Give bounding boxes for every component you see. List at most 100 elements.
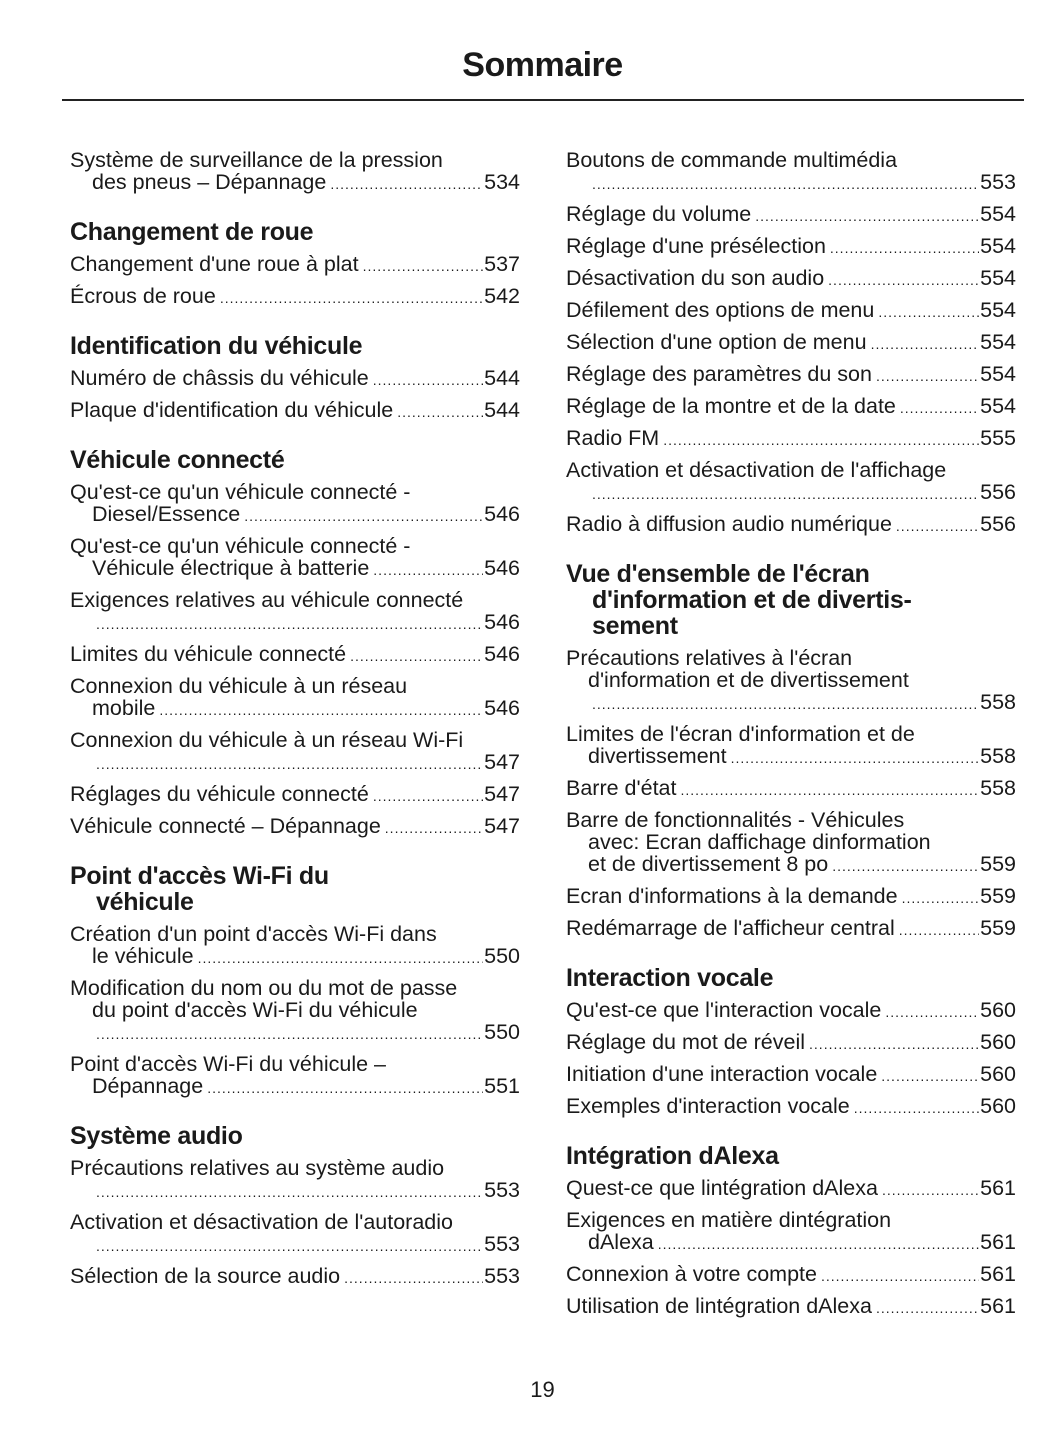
entry-page-number[interactable]: 544 <box>484 398 520 422</box>
toc-entry[interactable]: Numéro de châssis du véhicule 544 <box>70 367 520 391</box>
toc-entry[interactable]: Ecran d'informations à la demande 559 <box>566 885 1016 909</box>
toc-entry[interactable]: Réglage des paramètres du son 554 <box>566 363 1016 387</box>
entry-page-number[interactable]: 561 <box>980 1230 1016 1254</box>
toc-entry[interactable]: Changement d'une roue à plat 537 <box>70 253 520 277</box>
toc-entry[interactable]: Sélection de la source audio 553 <box>70 1265 520 1289</box>
entry-page-number[interactable]: 555 <box>980 426 1016 450</box>
entry-page-number[interactable]: 554 <box>980 394 1016 418</box>
entry-page-number[interactable]: 560 <box>980 1094 1016 1118</box>
entry-page-number[interactable]: 561 <box>980 1176 1016 1200</box>
dot-leader <box>876 1297 979 1319</box>
entry-page-number[interactable]: 550 <box>484 1020 520 1044</box>
entry-page-number[interactable]: 534 <box>484 170 520 194</box>
entry-page-number[interactable]: 554 <box>980 298 1016 322</box>
toc-column-left: Système de surveillance de la pression de… <box>70 149 520 1297</box>
entry-page-number[interactable]: 546 <box>484 502 520 526</box>
toc-entry[interactable]: Connexion à votre compte 561 <box>566 1263 1016 1287</box>
entry-page-number[interactable]: 554 <box>980 202 1016 226</box>
entry-page-number[interactable]: 553 <box>980 170 1016 194</box>
section-heading-line: Changement de roue <box>70 218 314 246</box>
entry-page-number[interactable]: 554 <box>980 234 1016 258</box>
toc-entry[interactable]: Réglage du volume 554 <box>566 203 1016 227</box>
entry-last-line: Réglage du volume 554 <box>566 203 1016 227</box>
entry-last-line: Réglages du véhicule connecté 547 <box>70 783 520 807</box>
toc-entry[interactable]: Modification du nom ou du mot de passe du… <box>70 977 520 1045</box>
toc-entry[interactable]: Défilement des options de menu 554 <box>566 299 1016 323</box>
entry-page-number[interactable]: 551 <box>484 1074 520 1098</box>
toc-entry[interactable]: Désactivation du son audio 554 <box>566 267 1016 291</box>
entry-page-number[interactable]: 542 <box>484 284 520 308</box>
entry-page-number[interactable]: 556 <box>980 512 1016 536</box>
entry-page-number[interactable]: 559 <box>980 884 1016 908</box>
toc-entry[interactable]: Connexion du véhicule à un réseau Wi-Fi 5… <box>70 729 520 775</box>
entry-text: Utilisation de lintégration dAlexa <box>566 1294 872 1318</box>
entry-page-number[interactable]: 553 <box>484 1178 520 1202</box>
entry-page-number[interactable]: 550 <box>484 944 520 968</box>
entry-page-number[interactable]: 559 <box>980 852 1016 876</box>
dot-leader <box>373 785 483 807</box>
entry-last-line: Radio FM 555 <box>566 427 1016 451</box>
entry-text: Redémarrage de l'afficheur central <box>566 916 895 940</box>
dot-leader <box>344 1267 483 1289</box>
entry-page-number[interactable]: 561 <box>980 1294 1016 1318</box>
entry-page-number[interactable]: 547 <box>484 814 520 838</box>
toc-entry[interactable]: Limites de l'écran d'information et de di… <box>566 723 1016 769</box>
toc-entry[interactable]: Quest-ce que lintégration dAlexa 561 <box>566 1177 1016 1201</box>
toc-entry[interactable]: Système de surveillance de la pression de… <box>70 149 520 195</box>
toc-entry[interactable]: Radio FM 555 <box>566 427 1016 451</box>
toc-entry[interactable]: Limites du véhicule connecté 546 <box>70 643 520 667</box>
entry-page-number[interactable]: 558 <box>980 776 1016 800</box>
entry-page-number[interactable]: 553 <box>484 1264 520 1288</box>
toc-entry[interactable]: Précautions relatives à l'écran d'informa… <box>566 647 1016 715</box>
toc-entry[interactable]: Qu'est-ce qu'un véhicule connecté - Diese… <box>70 481 520 527</box>
toc-entry[interactable]: Initiation d'une interaction vocale 560 <box>566 1063 1016 1087</box>
toc-entry[interactable]: Réglage d'une présélection 554 <box>566 235 1016 259</box>
entry-page-number[interactable]: 547 <box>484 750 520 774</box>
entry-page-number[interactable]: 546 <box>484 696 520 720</box>
toc-entry[interactable]: Réglage du mot de réveil 560 <box>566 1031 1016 1055</box>
entry-page-number[interactable]: 554 <box>980 266 1016 290</box>
entry-page-number[interactable]: 554 <box>980 330 1016 354</box>
toc-entry[interactable]: Activation et désactivation de l'afficha… <box>566 459 1016 505</box>
toc-entry[interactable]: Utilisation de lintégration dAlexa 561 <box>566 1295 1016 1319</box>
toc-entry[interactable]: Réglages du véhicule connecté 547 <box>70 783 520 807</box>
entry-page-number[interactable]: 537 <box>484 252 520 276</box>
toc-entry[interactable]: Précautions relatives au système audio 55… <box>70 1157 520 1203</box>
toc-entry[interactable]: Écrous de roue 542 <box>70 285 520 309</box>
entry-page-number[interactable]: 556 <box>980 480 1016 504</box>
toc-entry[interactable]: Boutons de commande multimédia 553 <box>566 149 1016 195</box>
toc-entry[interactable]: Barre de fonctionnalités - Véhicules avec… <box>566 809 1016 877</box>
entry-page-number[interactable]: 547 <box>484 782 520 806</box>
toc-entry[interactable]: Point d'accès Wi-Fi du véhicule – Dépanna… <box>70 1053 520 1099</box>
entry-page-number[interactable]: 560 <box>980 1030 1016 1054</box>
toc-entry[interactable]: Exigences relatives au véhicule connecté… <box>70 589 520 635</box>
toc-entry[interactable]: Véhicule connecté – Dépannage 547 <box>70 815 520 839</box>
entry-page-number[interactable]: 558 <box>980 690 1016 714</box>
entry-page-number[interactable]: 558 <box>980 744 1016 768</box>
entry-page-number[interactable]: 560 <box>980 1062 1016 1086</box>
toc-entry[interactable]: Création d'un point d'accès Wi-Fi dans le… <box>70 923 520 969</box>
entry-page-number[interactable]: 546 <box>484 610 520 634</box>
entry-page-number[interactable]: 561 <box>980 1262 1016 1286</box>
toc-entry[interactable]: Qu'est-ce que l'interaction vocale 560 <box>566 999 1016 1023</box>
toc-entry[interactable]: Exemples d'interaction vocale 560 <box>566 1095 1016 1119</box>
toc-entry[interactable]: Sélection d'une option de menu 554 <box>566 331 1016 355</box>
toc-entry[interactable]: Qu'est-ce qu'un véhicule connecté - Véhic… <box>70 535 520 581</box>
entry-page-number[interactable]: 560 <box>980 998 1016 1022</box>
entry-page-number[interactable]: 546 <box>484 642 520 666</box>
toc-entry[interactable]: Plaque d'identification du véhicule 544 <box>70 399 520 423</box>
dot-leader <box>397 401 483 423</box>
page-number: 19 <box>530 1377 555 1402</box>
entry-page-number[interactable]: 559 <box>980 916 1016 940</box>
entry-page-number[interactable]: 546 <box>484 556 520 580</box>
toc-entry[interactable]: Redémarrage de l'afficheur central 559 <box>566 917 1016 941</box>
toc-entry[interactable]: Réglage de la montre et de la date 554 <box>566 395 1016 419</box>
toc-entry[interactable]: Activation et désactivation de l'autorad… <box>70 1211 520 1257</box>
entry-page-number[interactable]: 553 <box>484 1232 520 1256</box>
entry-page-number[interactable]: 544 <box>484 366 520 390</box>
toc-entry[interactable]: Barre d'état 558 <box>566 777 1016 801</box>
entry-page-number[interactable]: 554 <box>980 362 1016 386</box>
toc-entry[interactable]: Radio à diffusion audio numérique 556 <box>566 513 1016 537</box>
